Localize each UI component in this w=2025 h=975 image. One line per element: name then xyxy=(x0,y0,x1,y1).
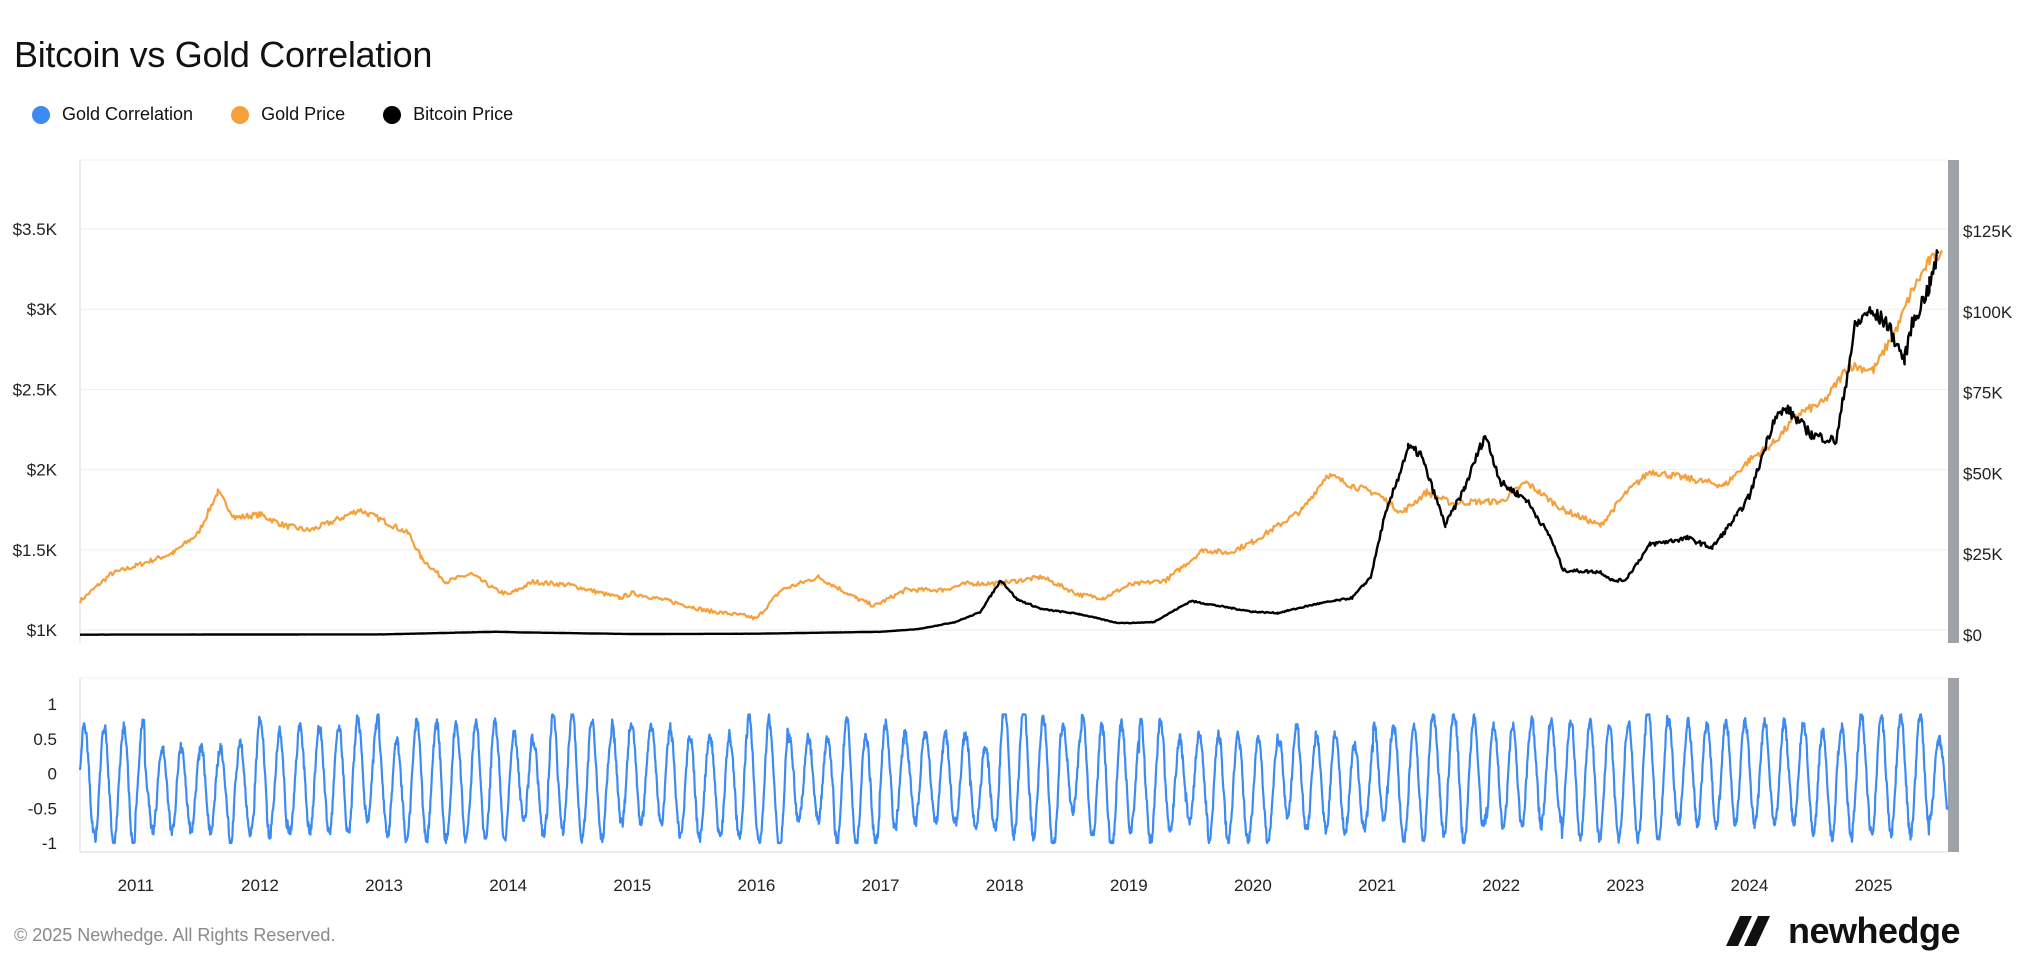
y-left-tick-label: $1.5K xyxy=(13,541,58,560)
legend-label: Bitcoin Price xyxy=(413,104,514,124)
x-tick-label: 2013 xyxy=(365,876,403,895)
y-left-tick-label: $2K xyxy=(27,461,58,480)
x-tick-label: 2022 xyxy=(1482,876,1520,895)
y-corr-tick-label: 0.5 xyxy=(33,730,57,749)
y-right-tick-label: $25K xyxy=(1963,545,2003,564)
y-left-tick-label: $3.5K xyxy=(13,220,58,239)
x-tick-label: 2020 xyxy=(1234,876,1272,895)
legend-label: Gold Price xyxy=(261,104,346,124)
x-tick-label: 2012 xyxy=(241,876,279,895)
x-tick-label: 2017 xyxy=(862,876,900,895)
legend-dot-icon xyxy=(231,105,250,124)
y-left-tick-label: $3K xyxy=(27,300,58,319)
bitcoin-price-line xyxy=(80,249,1940,636)
range-handle-top xyxy=(1948,160,1959,643)
y-corr-tick-label: 0 xyxy=(48,765,57,784)
y-corr-tick-label: 1 xyxy=(48,695,57,714)
y-right-tick-label: $125K xyxy=(1963,222,2013,241)
legend-dot-icon xyxy=(383,105,402,124)
gold-correlation-line xyxy=(78,713,1949,845)
legend-item-bitcoin-price[interactable]: Bitcoin Price xyxy=(383,104,513,125)
x-tick-label: 2016 xyxy=(738,876,776,895)
range-handle-bottom xyxy=(1948,678,1959,852)
y-right-tick-label: $100K xyxy=(1963,303,2013,322)
x-tick-label: 2015 xyxy=(613,876,651,895)
x-tick-label: 2023 xyxy=(1606,876,1644,895)
x-tick-label: 2024 xyxy=(1730,876,1768,895)
x-tick-label: 2019 xyxy=(1110,876,1148,895)
x-tick-label: 2014 xyxy=(489,876,527,895)
brand-name: newhedge xyxy=(1788,910,1961,951)
legend-item-gold-correlation[interactable]: Gold Correlation xyxy=(32,104,193,125)
x-tick-label: 2021 xyxy=(1358,876,1396,895)
y-right-tick-label: $0 xyxy=(1963,626,1982,645)
gold-price-line xyxy=(78,250,1943,621)
chart-title: Bitcoin vs Gold Correlation xyxy=(14,34,433,75)
legend-label: Gold Correlation xyxy=(62,104,194,124)
x-tick-label: 2025 xyxy=(1855,876,1893,895)
newhedge-logo-icon xyxy=(1726,916,1770,946)
legend-dot-icon xyxy=(32,105,50,124)
y-right-tick-label: $50K xyxy=(1963,464,2003,483)
y-left-tick-label: $2.5K xyxy=(13,380,58,399)
copyright-text: © 2025 Newhedge. All Rights Reserved. xyxy=(14,925,336,945)
y-corr-tick-label: -0.5 xyxy=(28,799,57,818)
y-left-tick-label: $1K xyxy=(27,621,58,640)
x-tick-label: 2011 xyxy=(118,876,155,895)
y-right-tick-label: $75K xyxy=(1963,384,2003,403)
legend: Gold Correlation Gold Price Bitcoin Pric… xyxy=(32,104,513,125)
legend-item-gold-price[interactable]: Gold Price xyxy=(231,104,345,125)
brand-logo[interactable]: newhedge xyxy=(1726,910,1961,952)
x-tick-label: 2018 xyxy=(986,876,1024,895)
y-corr-tick-label: -1 xyxy=(42,834,57,853)
